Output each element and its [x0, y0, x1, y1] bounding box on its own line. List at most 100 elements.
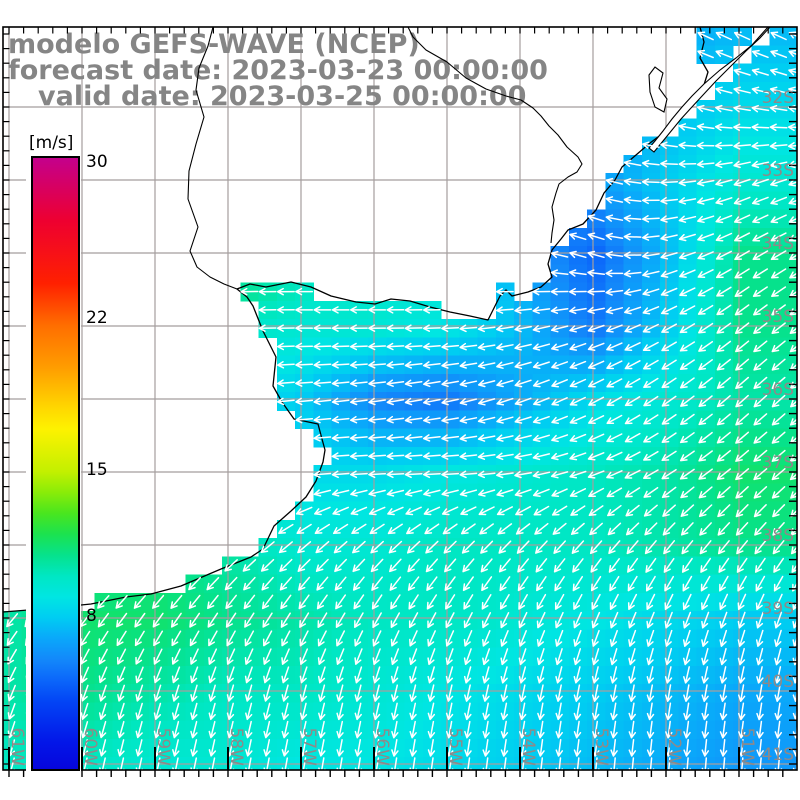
wave-direction-arrow: [715, 104, 733, 113]
wave-direction-arrow: [771, 304, 786, 316]
wave-direction-arrow: [773, 557, 785, 573]
wave-direction-arrow: [756, 702, 764, 721]
wave-direction-arrow: [770, 232, 787, 242]
wave-direction-arrow: [240, 287, 259, 296]
wave-direction-arrow: [459, 434, 478, 442]
wave-direction-arrow: [224, 559, 238, 572]
wave-direction-arrow: [226, 630, 236, 647]
wave-direction-arrow: [679, 359, 695, 370]
wave-direction-arrow: [409, 720, 417, 739]
wave-direction-arrow: [462, 576, 474, 592]
wave-direction-arrow: [752, 286, 768, 297]
wave-direction-arrow: [733, 196, 751, 205]
wave-direction-arrow: [335, 630, 346, 647]
wave-direction-arrow: [518, 630, 527, 647]
wave-direction-arrow: [386, 361, 405, 369]
colorbar-tick-30: 30: [86, 152, 108, 172]
wave-direction-arrow: [537, 757, 545, 770]
wave-direction-arrow: [98, 684, 107, 702]
wave-direction-arrow: [701, 611, 710, 629]
wave-direction-arrow: [262, 612, 273, 628]
lon-label: 57W: [299, 728, 319, 767]
wave-direction-arrow: [771, 340, 786, 353]
wave-direction-arrow: [716, 286, 732, 297]
wave-speed-cell: [787, 720, 797, 740]
wave-direction-arrow: [427, 702, 436, 721]
wave-direction-arrow: [387, 506, 404, 516]
wave-direction-arrow: [404, 342, 423, 351]
lon-label: 55W: [445, 728, 465, 767]
wave-direction-arrow: [391, 757, 399, 770]
wave-direction-arrow: [554, 593, 565, 610]
wave-direction-arrow: [135, 720, 143, 739]
wave-direction-arrow: [514, 488, 532, 497]
wave-direction-arrow: [737, 629, 746, 647]
wave-direction-arrow: [697, 215, 715, 224]
wave-direction-arrow: [697, 251, 714, 260]
wave-direction-arrow: [753, 376, 768, 390]
wave-direction-arrow: [6, 630, 18, 646]
wave-direction-arrow: [482, 666, 490, 684]
wave-direction-arrow: [642, 323, 659, 333]
wave-direction-arrow: [716, 376, 731, 389]
wave-direction-arrow: [463, 594, 474, 610]
wave-direction-arrow: [751, 178, 769, 187]
wave-direction-arrow: [733, 178, 751, 187]
wave-direction-arrow: [407, 558, 420, 573]
wave-direction-arrow: [737, 647, 746, 666]
wave-direction-arrow: [663, 540, 676, 555]
wave-direction-arrow: [753, 504, 767, 518]
wave-direction-arrow: [116, 612, 128, 628]
wave-direction-arrow: [409, 757, 417, 770]
wave-direction-arrow: [404, 434, 423, 442]
wave-direction-arrow: [316, 594, 328, 610]
wave-direction-arrow: [335, 612, 346, 628]
wave-direction-arrow: [464, 684, 472, 702]
wave-direction-arrow: [716, 486, 731, 499]
wave-direction-arrow: [555, 611, 564, 629]
wave-direction-arrow: [262, 630, 273, 647]
wave-direction-arrow: [661, 377, 677, 389]
wave-direction-arrow: [372, 666, 381, 684]
wave-direction-arrow: [772, 504, 786, 518]
wave-direction-arrow: [608, 540, 621, 555]
wave-direction-arrow: [425, 558, 439, 573]
wave-direction-arrow: [444, 576, 456, 591]
wave-direction-arrow: [226, 702, 235, 721]
wave-direction-arrow: [771, 413, 786, 426]
wave-direction-arrow: [98, 630, 109, 647]
wave-direction-arrow: [587, 232, 605, 241]
wave-direction-arrow: [463, 666, 472, 684]
wave-direction-arrow: [409, 702, 417, 721]
wave-direction-arrow: [117, 684, 126, 702]
wave-direction-arrow: [715, 31, 733, 41]
wave-direction-arrow: [479, 523, 494, 535]
wave-direction-arrow: [532, 434, 550, 443]
wave-direction-arrow: [263, 666, 272, 684]
wave-speed-cell: [787, 27, 797, 46]
wave-direction-arrow: [424, 523, 440, 535]
wave-direction-arrow: [386, 379, 405, 387]
wave-direction-arrow: [498, 540, 512, 554]
wave-direction-arrow: [536, 576, 547, 592]
wave-direction-arrow: [349, 470, 368, 479]
valid-date-label: valid date: 2023-03-25 00:00:00: [38, 81, 526, 112]
colorbar-tick-8: 8: [86, 606, 97, 626]
wave-direction-arrow: [352, 576, 365, 591]
wave-direction-arrow: [389, 558, 402, 573]
wave-direction-arrow: [624, 487, 641, 498]
wave-speed-cell: [787, 355, 797, 375]
wave-direction-arrow: [696, 123, 715, 131]
wave-direction-arrow: [258, 306, 277, 314]
wave-direction-arrow: [276, 306, 295, 314]
wave-direction-arrow: [532, 361, 550, 370]
wave-direction-arrow: [7, 684, 16, 702]
wave-direction-arrow: [135, 684, 144, 702]
wave-direction-arrow: [477, 452, 496, 460]
wave-direction-arrow: [715, 86, 733, 94]
wave-direction-arrow: [349, 415, 368, 424]
wave-direction-arrow: [592, 720, 600, 739]
wave-direction-arrow: [536, 648, 545, 666]
wave-direction-arrow: [661, 395, 677, 407]
wave-direction-arrow: [423, 397, 441, 406]
